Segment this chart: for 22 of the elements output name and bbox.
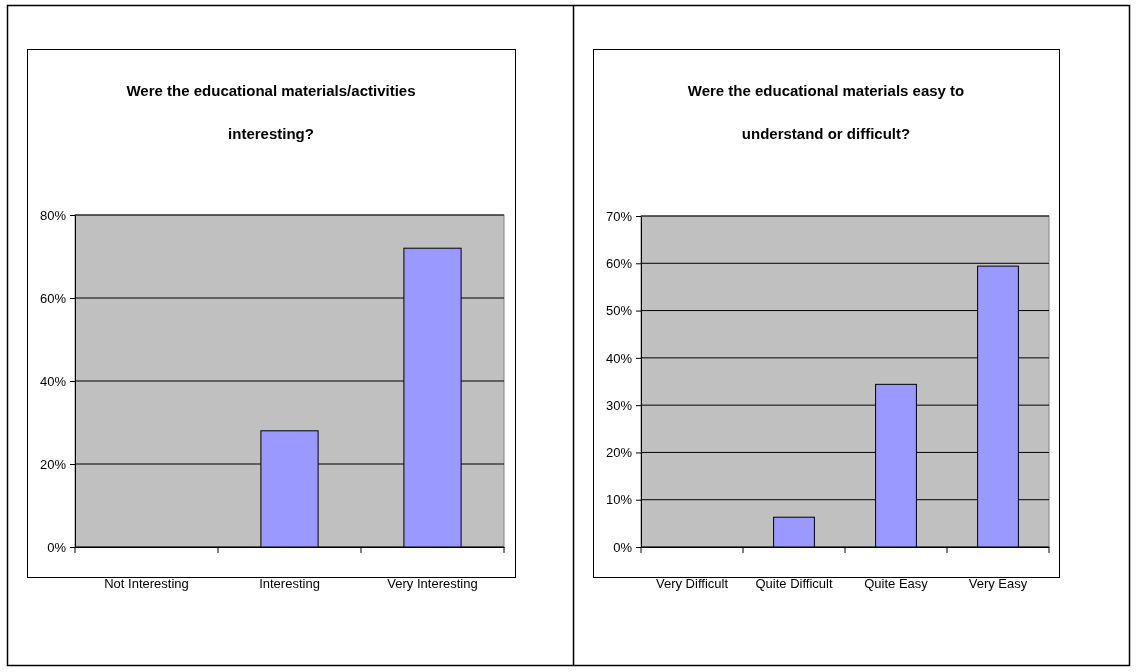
x-tick-label: Very Easy	[968, 576, 1028, 592]
y-tick-label: 0%	[613, 539, 633, 555]
y-tick-label: 10%	[605, 492, 633, 508]
y-tick-label: 0%	[47, 539, 67, 555]
y-tick-label: 60%	[605, 255, 633, 271]
chart-title: Were the educational materials/activities interesting?	[126, 82, 416, 142]
y-tick-label: 70%	[605, 208, 633, 224]
x-tick-label: Very Interesting	[387, 576, 478, 592]
y-tick-label: 60%	[39, 290, 67, 306]
y-tick-label: 30%	[605, 397, 633, 413]
y-tick-label: 20%	[39, 456, 67, 472]
y-tick-label: 40%	[605, 350, 633, 366]
y-tick-label: 20%	[605, 445, 633, 461]
y-tick-label: 40%	[39, 373, 67, 389]
y-tick-label: 50%	[605, 303, 633, 319]
x-tick-label: Quite Easy	[864, 576, 929, 592]
x-tick-label: Very Difficult	[655, 576, 729, 592]
x-tick-label: Interesting	[259, 576, 320, 592]
y-tick-label: 80%	[39, 207, 67, 223]
x-tick-label: Quite Difficult	[755, 576, 833, 592]
chart-title: Were the educational materials easy to understand or difficult?	[687, 82, 965, 142]
x-tick-label: Not Interesting	[104, 576, 189, 592]
